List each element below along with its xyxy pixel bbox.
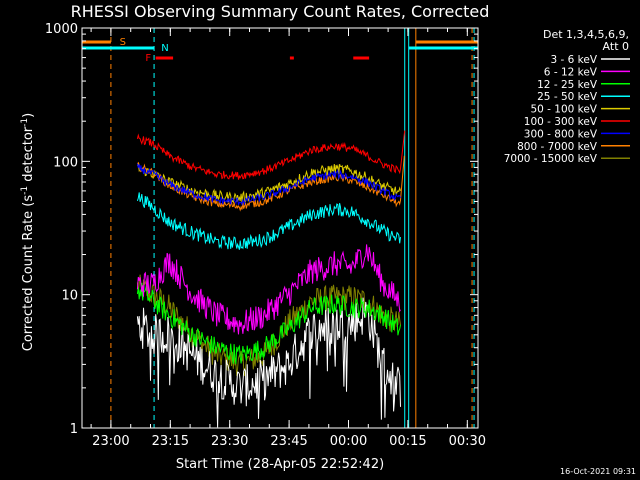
y-axis-label: Corrected Count Rate (s-1 detector-1) bbox=[20, 113, 36, 351]
night-flag-label: N bbox=[161, 43, 168, 54]
legend-entry-label: 100 - 300 keV bbox=[524, 116, 598, 128]
chart-title: RHESSI Observing Summary Count Rates, Co… bbox=[71, 2, 490, 21]
x-tick-label: 00:30 bbox=[449, 434, 486, 449]
series-line-3-6-keV bbox=[136, 297, 401, 428]
series-layer bbox=[136, 130, 406, 428]
legend-entry-label: 25 - 50 keV bbox=[537, 91, 598, 103]
x-tick-label: 00:15 bbox=[389, 434, 426, 449]
y-tick-label: 1000 bbox=[45, 22, 78, 37]
plot-area: S NF bbox=[82, 28, 478, 428]
x-tick-label: 00:00 bbox=[330, 434, 367, 449]
legend-entry-label: 800 - 7000 keV bbox=[517, 141, 598, 153]
series-line-7000-15000-keV bbox=[136, 274, 401, 377]
series-line-100-300-keV bbox=[136, 130, 406, 180]
x-tick-label: 23:30 bbox=[211, 434, 248, 449]
legend-entry-label: 50 - 100 keV bbox=[530, 104, 597, 116]
x-tick-label: 23:00 bbox=[92, 434, 129, 449]
legend-entry-label: 300 - 800 keV bbox=[524, 128, 598, 140]
legend-header-line2: Att 0 bbox=[603, 40, 629, 53]
flare-flag-label: F bbox=[145, 53, 151, 64]
y-tick-label: 10 bbox=[61, 289, 78, 304]
x-tick-label: 23:15 bbox=[152, 434, 189, 449]
series-line-12-25-keV bbox=[136, 282, 401, 365]
series-line-25-50-keV bbox=[136, 192, 401, 250]
plot-frame bbox=[81, 27, 479, 429]
series-line-6-12-keV bbox=[136, 244, 401, 335]
x-tick-label: 23:45 bbox=[270, 434, 307, 449]
legend-entry-label: 3 - 6 keV bbox=[550, 54, 597, 66]
legend-header-line1: Det 1,3,4,5,6,9, bbox=[543, 28, 629, 41]
y-tick-label: 1 bbox=[70, 422, 78, 437]
y-tick-label: 100 bbox=[53, 155, 78, 170]
legend-entry-label: 7000 - 15000 keV bbox=[504, 153, 598, 165]
axis-layer: 1 10 100 1000 23:00 23:15 23:30 23:45 00:00 00:15… bbox=[45, 22, 486, 449]
x-axis-label: Start Time (28-Apr-05 22:52:42) bbox=[176, 457, 384, 472]
series-line-50-100-keV bbox=[136, 162, 401, 204]
legend-entry-label: 12 - 25 keV bbox=[537, 79, 598, 91]
legend-entry-label: 6 - 12 keV bbox=[544, 66, 598, 78]
saa-flag-label: S bbox=[120, 37, 126, 48]
timestamp: 16-Oct-2021 09:31 bbox=[560, 467, 636, 476]
series-line-300-800-keV bbox=[136, 163, 401, 207]
